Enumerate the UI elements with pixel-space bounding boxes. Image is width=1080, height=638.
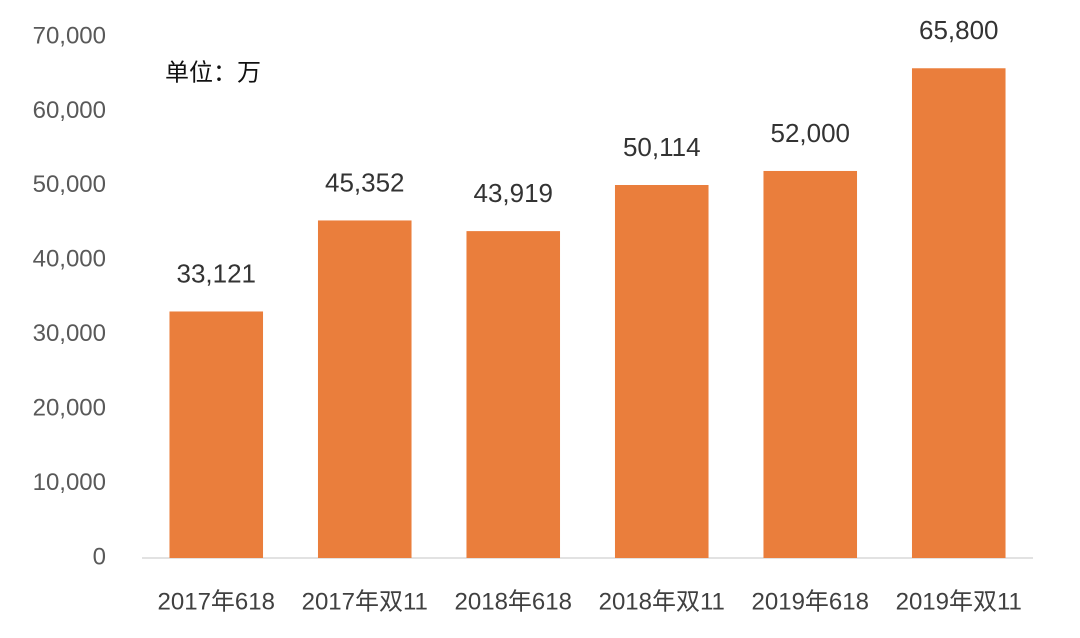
value-label: 45,352 [325, 167, 405, 197]
value-label: 33,121 [176, 258, 256, 288]
y-tick-label: 0 [93, 543, 106, 570]
value-label: 43,919 [473, 178, 553, 208]
value-label: 50,114 [623, 132, 701, 162]
value-label: 52,000 [770, 118, 850, 148]
bar [911, 68, 1006, 558]
x-tick-label: 2019年618 [752, 588, 869, 615]
y-tick-label: 50,000 [33, 171, 106, 198]
x-tick-label: 2017年618 [158, 588, 275, 615]
bar [317, 220, 412, 558]
bar [466, 231, 561, 558]
x-tick-label: 2018年双11 [599, 588, 725, 615]
y-tick-label: 40,000 [33, 246, 106, 273]
bar [169, 311, 264, 558]
bar [614, 185, 709, 558]
y-tick-label: 20,000 [33, 394, 106, 421]
y-tick-label: 10,000 [33, 469, 106, 496]
x-tick-label: 2019年双11 [896, 588, 1022, 615]
value-label: 65,800 [919, 15, 999, 45]
unit-note: 单位：万 [165, 59, 261, 86]
x-tick-label: 2018年618 [455, 588, 572, 615]
bar [763, 170, 858, 558]
y-tick-label: 30,000 [33, 320, 106, 347]
y-tick-label: 60,000 [33, 97, 106, 124]
y-tick-label: 70,000 [33, 22, 106, 49]
x-tick-label: 2017年双11 [302, 588, 428, 615]
